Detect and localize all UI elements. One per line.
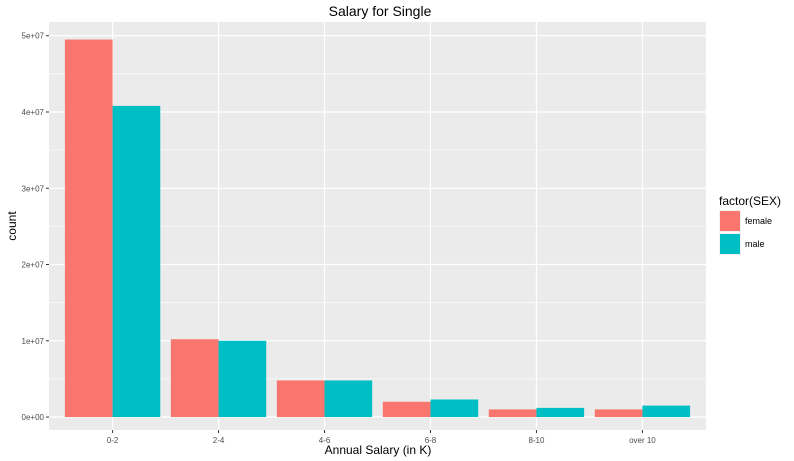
x-tick-label: 6-8 xyxy=(425,436,437,445)
bar-male-0-2 xyxy=(112,105,161,418)
bar-female-4-6 xyxy=(276,380,325,418)
legend-label-male: male xyxy=(745,239,765,249)
legend-title: factor(SEX) xyxy=(719,194,781,208)
y-tick-label: 0e+00 xyxy=(22,413,45,422)
x-tick-label: 8-10 xyxy=(528,436,545,445)
y-tick-label: 2e+07 xyxy=(22,261,45,270)
y-tick-label: 3e+07 xyxy=(22,184,45,193)
x-tick-label: 4-6 xyxy=(319,436,331,445)
x-axis-label: Annual Salary (in K) xyxy=(325,443,432,457)
bar-male-2-4 xyxy=(218,340,267,418)
bars-group xyxy=(64,39,691,418)
x-axis: 0-2 2-4 4-6 6-8 8-10 over 10 xyxy=(107,430,656,445)
legend-swatch-female xyxy=(720,211,740,231)
bar-female-0-2 xyxy=(64,39,113,418)
bar-male-over-10 xyxy=(642,405,691,418)
y-tick-label: 5e+07 xyxy=(22,32,45,41)
bar-female-over-10 xyxy=(594,409,643,418)
y-tick-label: 1e+07 xyxy=(22,337,45,346)
y-axis-label: count xyxy=(5,211,19,241)
y-axis: 0e+00 1e+07 2e+07 3e+07 4e+07 5e+07 xyxy=(22,32,49,422)
legend: factor(SEX) female male xyxy=(719,194,781,255)
x-tick-label: 0-2 xyxy=(107,436,119,445)
bar-male-8-10 xyxy=(536,407,585,418)
legend-swatch-male xyxy=(720,234,740,254)
chart-title: Salary for Single xyxy=(329,3,432,19)
x-tick-label: 2-4 xyxy=(213,436,225,445)
bar-female-6-8 xyxy=(382,401,431,418)
x-tick-label: over 10 xyxy=(629,436,656,445)
bar-male-4-6 xyxy=(324,380,373,418)
legend-label-female: female xyxy=(745,216,772,226)
legend-items: female male xyxy=(719,210,772,255)
bar-female-8-10 xyxy=(488,409,537,418)
bar-female-2-4 xyxy=(170,339,219,418)
bar-male-6-8 xyxy=(430,399,479,418)
y-tick-label: 4e+07 xyxy=(22,108,45,117)
